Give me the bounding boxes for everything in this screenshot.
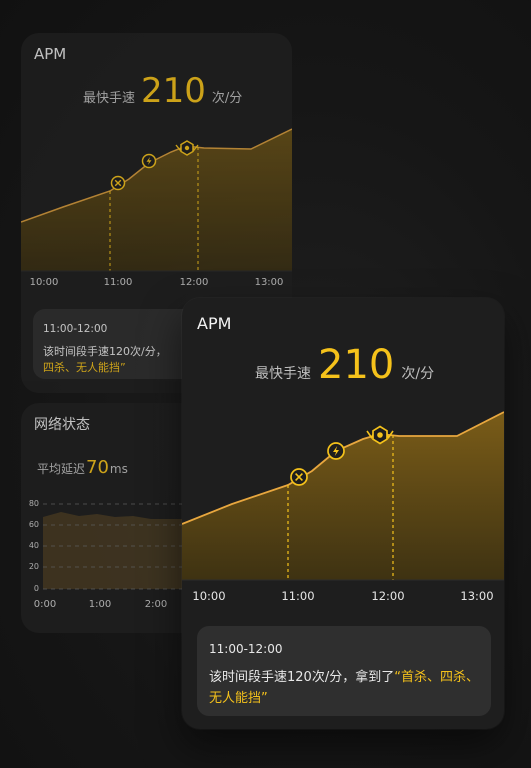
apm-title: APM — [197, 314, 232, 333]
apm-area-fill — [21, 129, 292, 271]
tooltip-time: 11:00-12:00 — [43, 323, 108, 335]
tooltip-body: 该时间段手速120次/分，拿到了“首杀、四杀、无人能挡” — [209, 667, 481, 709]
lightning-icon — [141, 153, 157, 169]
tooltip-text: 该时间段手速120次/分，拿到了 — [209, 670, 395, 685]
tooltip-text: 该时间段手速120次/分， — [43, 345, 167, 358]
latency-label: 平均延迟 — [37, 462, 86, 476]
apm-x-axis: 10:00 11:00 12:00 13:00 — [182, 589, 504, 609]
apm-line — [182, 411, 504, 525]
x-tick: 12:00 — [371, 589, 405, 603]
fastest-speed-unit: 次/分 — [401, 366, 435, 382]
x-tick: 2:00 — [144, 599, 168, 610]
lightning-icon — [327, 442, 345, 460]
latency-value: 70 — [86, 457, 109, 478]
tooltip-highlight: “首杀、四杀、无人能挡” — [209, 670, 479, 706]
close-circle-icon — [290, 468, 308, 486]
x-tick: 12:00 — [179, 277, 209, 288]
latency-row: 平均延迟 70 ms — [37, 457, 128, 478]
apm-area-chart-back — [21, 128, 292, 272]
x-tick: 11:00 — [281, 589, 315, 603]
fastest-speed-row: 最快手速 210 次/分 — [83, 71, 242, 111]
crown-badge-icon — [366, 425, 394, 445]
x-tick: 10:00 — [192, 589, 226, 603]
x-tick: 10:00 — [29, 277, 59, 288]
x-tick: 11:00 — [103, 277, 133, 288]
y-tick: 40 — [28, 541, 39, 550]
fastest-speed-row: 最快手速 210 次/分 — [255, 342, 434, 388]
fastest-speed-unit: 次/分 — [211, 91, 243, 106]
y-tick: 60 — [28, 520, 39, 529]
close-circle-icon — [110, 175, 126, 191]
tooltip-time: 11:00-12:00 — [209, 642, 283, 656]
apm-line — [21, 128, 292, 223]
network-area-fill — [43, 512, 186, 589]
tooltip-highlight: 四杀、无人能挡” — [43, 361, 126, 374]
x-tick: 13:00 — [254, 277, 284, 288]
crown-badge-icon — [175, 140, 199, 156]
y-tick: 0 — [33, 584, 39, 593]
apm-area-chart-front — [182, 411, 504, 581]
x-tick: 13:00 — [460, 589, 494, 603]
apm-area-fill — [182, 412, 504, 580]
fastest-speed-label: 最快手速 — [255, 366, 311, 382]
apm-x-axis: 10:00 11:00 12:00 13:00 — [21, 277, 292, 297]
apm-card-back: APM 最快手速 210 次/分 — [21, 33, 292, 393]
x-tick: 1:00 — [88, 599, 112, 610]
y-tick: 20 — [28, 562, 39, 571]
fastest-speed-value: 210 — [141, 71, 206, 111]
y-tick: 80 — [28, 499, 39, 508]
fastest-speed-label: 最快手速 — [83, 91, 136, 106]
apm-tooltip-front: 11:00-12:00 该时间段手速120次/分，拿到了“首杀、四杀、无人能挡” — [197, 626, 491, 716]
network-title: 网络状态 — [34, 417, 90, 433]
network-x-axis: 0:00 1:00 2:00 — [21, 599, 292, 619]
x-tick: 0:00 — [33, 599, 57, 610]
apm-card-front: APM 最快手速 210 次/分 — [182, 298, 504, 729]
apm-title: APM — [34, 45, 67, 63]
fastest-speed-value: 210 — [318, 342, 395, 388]
network-area-chart — [43, 503, 186, 590]
latency-unit: ms — [109, 462, 128, 476]
